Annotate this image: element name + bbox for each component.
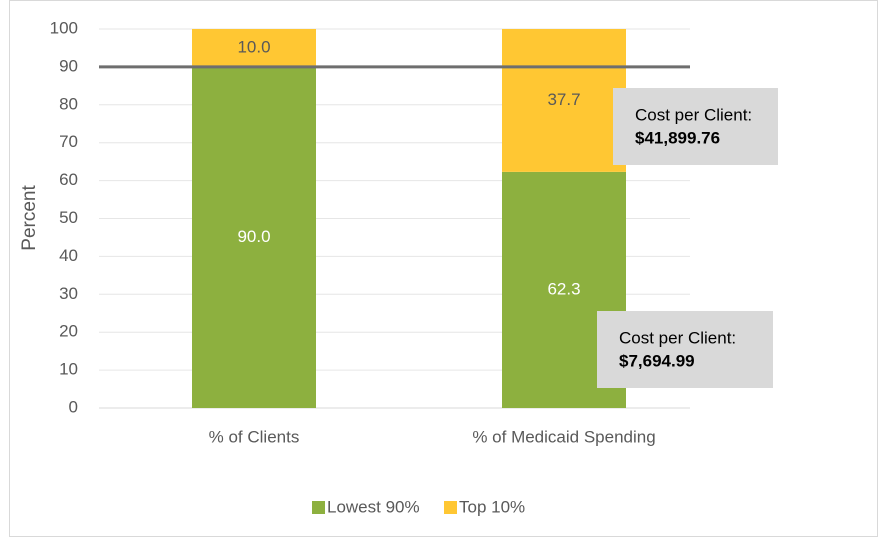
x-tick-label: % of Medicaid Spending xyxy=(472,427,655,446)
bar-segment xyxy=(502,29,626,172)
bar-segment xyxy=(192,66,316,409)
y-tick-label: 30 xyxy=(59,284,78,303)
y-tick-label: 40 xyxy=(59,246,78,265)
data-label: 62.3 xyxy=(547,279,580,298)
legend-label: Lowest 90% xyxy=(327,497,420,516)
y-tick-label: 20 xyxy=(59,322,78,341)
y-tick-label: 60 xyxy=(59,170,78,189)
legend-label: Top 10% xyxy=(459,497,525,516)
y-tick-label: 70 xyxy=(59,132,78,151)
y-tick-label: 10 xyxy=(59,360,78,379)
data-label: 90.0 xyxy=(237,227,270,246)
x-tick-label: % of Clients xyxy=(209,427,300,446)
bar-segment xyxy=(192,29,316,67)
y-tick-label: 100 xyxy=(50,18,78,37)
y-tick-label: 50 xyxy=(59,208,78,227)
annotation-value: $41,899.76 xyxy=(635,128,720,147)
legend-swatch xyxy=(312,501,325,514)
annotation-box xyxy=(597,311,773,388)
y-tick-label: 0 xyxy=(69,397,78,416)
data-label: 10.0 xyxy=(237,37,270,56)
annotation-value: $7,694.99 xyxy=(619,351,695,370)
annotation-box xyxy=(613,88,778,165)
annotation-label: Cost per Client: xyxy=(619,328,736,347)
data-label: 37.7 xyxy=(547,90,580,109)
legend-swatch xyxy=(444,501,457,514)
y-axis-title: Percent xyxy=(19,185,40,251)
y-tick-label: 80 xyxy=(59,94,78,113)
y-tick-label: 90 xyxy=(59,56,78,75)
chart-border xyxy=(9,0,878,537)
annotation-label: Cost per Client: xyxy=(635,105,752,124)
